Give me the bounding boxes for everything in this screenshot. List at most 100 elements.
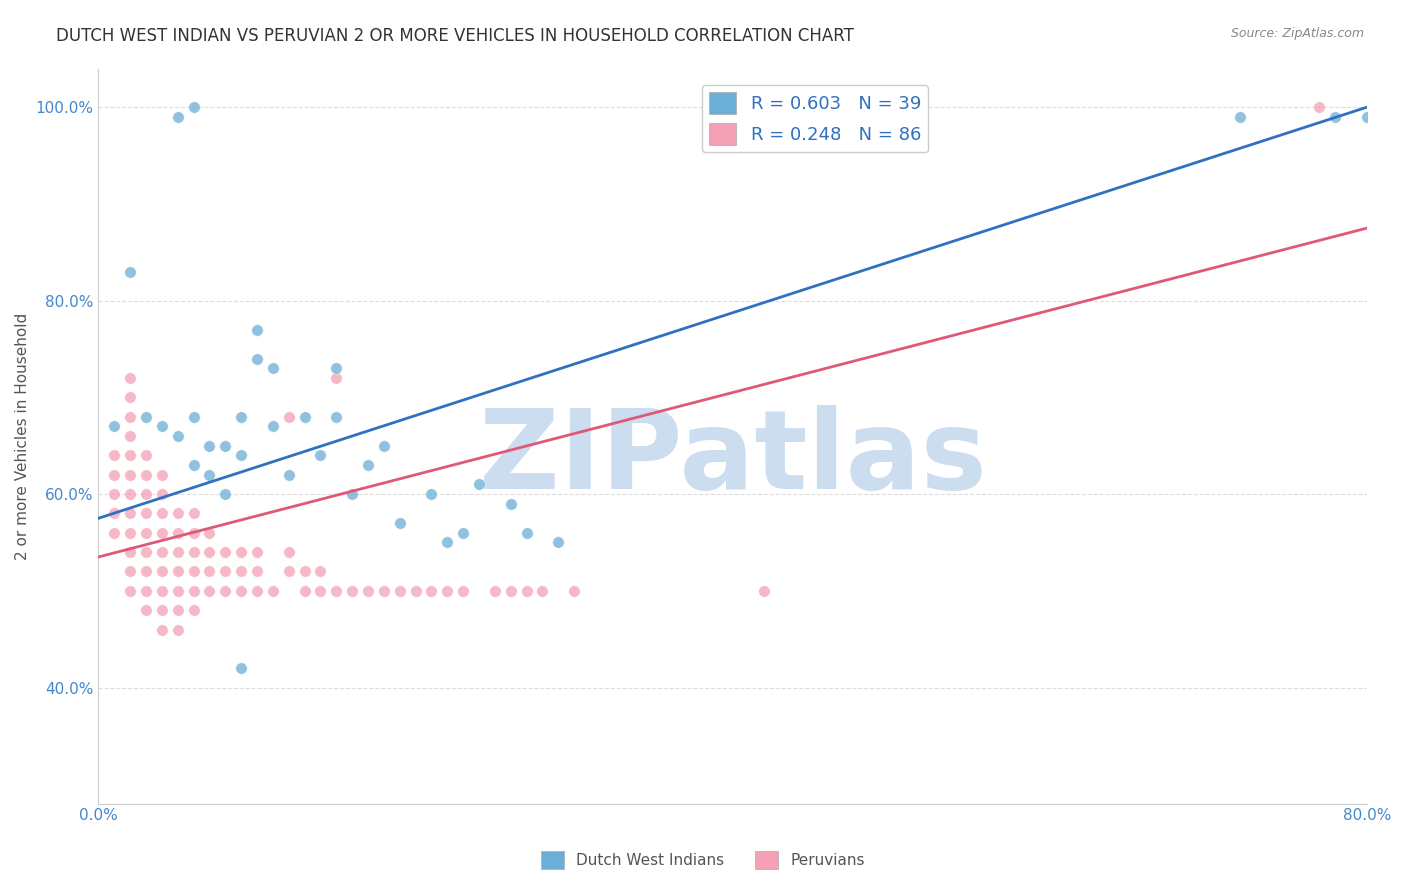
Point xyxy=(229,545,252,559)
Point xyxy=(135,525,157,540)
Point xyxy=(135,565,157,579)
Point xyxy=(150,507,173,521)
Point xyxy=(277,409,299,424)
Point xyxy=(373,439,395,453)
Point xyxy=(388,516,411,530)
Point xyxy=(166,525,188,540)
Y-axis label: 2 or more Vehicles in Household: 2 or more Vehicles in Household xyxy=(15,312,30,559)
Point xyxy=(166,623,188,637)
Point xyxy=(183,525,205,540)
Point xyxy=(246,565,269,579)
Point xyxy=(198,565,221,579)
Point xyxy=(229,583,252,598)
Point xyxy=(150,623,173,637)
Point xyxy=(135,487,157,501)
Point xyxy=(515,525,537,540)
Point xyxy=(135,603,157,617)
Point xyxy=(229,565,252,579)
Point xyxy=(277,545,299,559)
Point xyxy=(120,583,142,598)
Point xyxy=(214,487,236,501)
Point xyxy=(277,565,299,579)
Point xyxy=(214,565,236,579)
Point xyxy=(150,467,173,482)
Legend: Dutch West Indians, Peruvians: Dutch West Indians, Peruvians xyxy=(536,845,870,875)
Point xyxy=(183,100,205,114)
Point xyxy=(325,583,347,598)
Point xyxy=(229,449,252,463)
Point xyxy=(183,583,205,598)
Point xyxy=(103,449,125,463)
Point xyxy=(120,487,142,501)
Point xyxy=(135,507,157,521)
Point xyxy=(183,507,205,521)
Point xyxy=(120,565,142,579)
Point xyxy=(183,409,205,424)
Point xyxy=(262,419,284,434)
Point xyxy=(294,583,316,598)
Point xyxy=(357,458,380,472)
Point xyxy=(166,603,188,617)
Point xyxy=(150,545,173,559)
Point xyxy=(325,371,347,385)
Point xyxy=(150,603,173,617)
Point xyxy=(135,583,157,598)
Point xyxy=(246,351,269,366)
Point xyxy=(340,487,363,501)
Point xyxy=(373,583,395,598)
Point xyxy=(499,583,522,598)
Point xyxy=(325,361,347,376)
Point xyxy=(120,390,142,404)
Point xyxy=(262,361,284,376)
Point xyxy=(515,583,537,598)
Point xyxy=(166,110,188,124)
Point xyxy=(451,525,474,540)
Point xyxy=(150,583,173,598)
Point xyxy=(135,467,157,482)
Point xyxy=(436,583,458,598)
Point xyxy=(150,565,173,579)
Point xyxy=(103,419,125,434)
Point xyxy=(166,565,188,579)
Point xyxy=(277,467,299,482)
Point xyxy=(246,545,269,559)
Point xyxy=(754,583,776,598)
Point xyxy=(103,507,125,521)
Point xyxy=(135,409,157,424)
Point xyxy=(262,583,284,598)
Point xyxy=(325,409,347,424)
Point xyxy=(166,583,188,598)
Point xyxy=(103,525,125,540)
Point xyxy=(309,449,332,463)
Point xyxy=(183,565,205,579)
Point xyxy=(562,583,585,598)
Text: ZIPatlas: ZIPatlas xyxy=(478,405,987,512)
Point xyxy=(1308,100,1330,114)
Point xyxy=(183,603,205,617)
Point xyxy=(1355,110,1378,124)
Text: Source: ZipAtlas.com: Source: ZipAtlas.com xyxy=(1230,27,1364,40)
Point xyxy=(198,545,221,559)
Point xyxy=(103,487,125,501)
Point xyxy=(229,409,252,424)
Point xyxy=(120,545,142,559)
Point xyxy=(120,449,142,463)
Point xyxy=(1229,110,1251,124)
Point xyxy=(120,409,142,424)
Point xyxy=(198,525,221,540)
Point xyxy=(198,439,221,453)
Point xyxy=(183,545,205,559)
Point xyxy=(1324,110,1347,124)
Point xyxy=(120,525,142,540)
Point xyxy=(420,583,443,598)
Point xyxy=(198,467,221,482)
Point xyxy=(246,583,269,598)
Point xyxy=(468,477,491,491)
Point xyxy=(166,429,188,443)
Point xyxy=(229,661,252,675)
Point xyxy=(120,371,142,385)
Point xyxy=(405,583,427,598)
Point xyxy=(198,583,221,598)
Point xyxy=(294,565,316,579)
Point xyxy=(340,583,363,598)
